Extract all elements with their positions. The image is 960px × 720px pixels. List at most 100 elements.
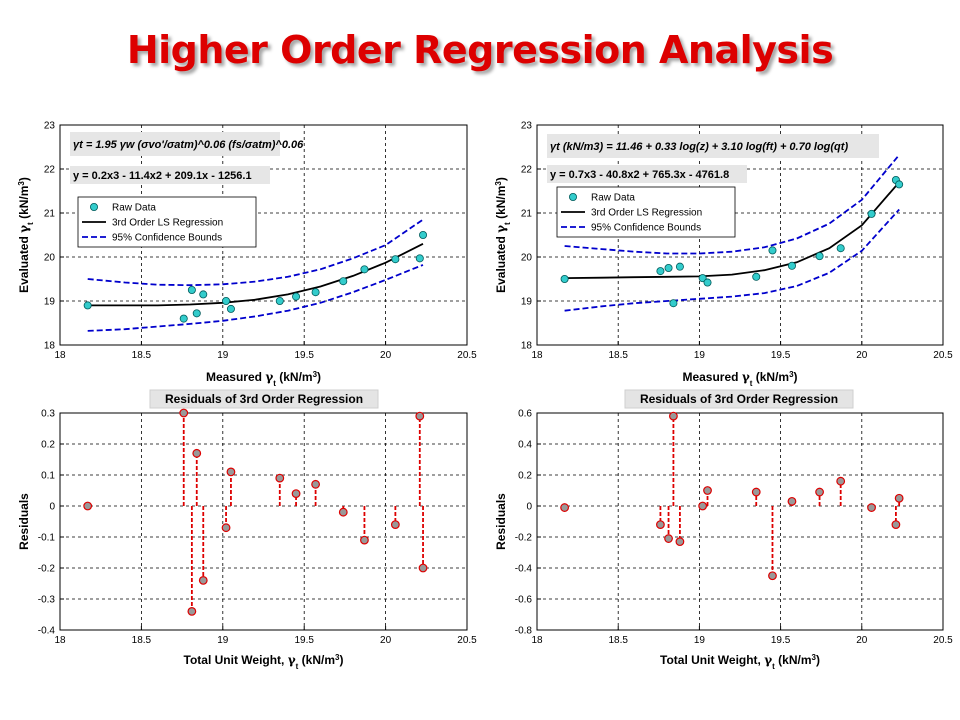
y-tick-label: 0.4 — [518, 440, 532, 451]
x-tick-label: 19 — [694, 350, 706, 361]
raw-data-point — [560, 274, 569, 283]
x-axis-label: Total Unit Weight, γt (kN/m3) — [184, 653, 344, 671]
residual-point — [656, 520, 665, 529]
raw-data-point — [675, 262, 684, 271]
raw-data-point — [83, 301, 92, 310]
residual-point — [311, 479, 320, 489]
y-tick-label: 22 — [44, 165, 56, 176]
x-tick-label: 19.5 — [771, 350, 791, 361]
chart-title: Residuals of 3rd Order Regression — [165, 392, 363, 406]
raw-data-point — [360, 265, 369, 274]
chart-tr: 18 18.5 19 19.5 20 20.5 18 19 20 21 22 23 Measured γ… — [494, 121, 954, 388]
confidence-bound-line — [87, 218, 424, 287]
residual-point — [192, 448, 202, 458]
residual-point — [83, 501, 93, 511]
x-tick-label: 20 — [856, 635, 868, 646]
raw-data-point — [179, 314, 188, 323]
y-tick-label: 20 — [44, 253, 56, 264]
residual-point — [867, 503, 876, 512]
chart-tl: 18 18.5 19 19.5 20 20.5 18 19 20 21 22 23 Measured γ… — [17, 121, 478, 388]
y-tick-label: 0 — [49, 502, 55, 513]
chart-title-box — [624, 389, 854, 409]
x-tick-label: 18.5 — [608, 635, 628, 646]
raw-data-point — [199, 290, 208, 299]
raw-data-point — [656, 267, 665, 276]
x-tick-label: 20 — [380, 635, 392, 646]
x-tick-label: 19.5 — [771, 635, 791, 646]
x-tick-label: 18 — [54, 350, 66, 361]
residual-point — [836, 476, 846, 486]
residual-point — [698, 501, 708, 511]
x-tick-label: 20.5 — [933, 350, 953, 361]
y-tick-label: -0.4 — [515, 564, 533, 575]
equation-box — [547, 134, 879, 158]
y-tick-label: -0.2 — [515, 533, 533, 544]
residual-point — [768, 571, 777, 581]
residual-point — [360, 535, 369, 545]
residual-point — [787, 496, 797, 506]
y-tick-label: 22 — [521, 165, 533, 176]
y-axis-label: Evaluated γt (kN/m3) — [494, 177, 512, 293]
y-axis-label: Residuals — [494, 493, 508, 550]
legend-label: 95% Confidence Bounds — [591, 223, 701, 234]
raw-data-point — [669, 299, 678, 308]
raw-data-point — [226, 304, 235, 313]
raw-data-point — [664, 263, 673, 272]
x-tick-label: 20 — [380, 350, 392, 361]
x-tick-label: 20.5 — [933, 635, 953, 646]
raw-data-point — [703, 278, 712, 287]
y-tick-label: -0.8 — [515, 626, 533, 637]
residual-point — [390, 520, 400, 529]
equation-box — [70, 166, 270, 184]
residual-point — [675, 537, 685, 547]
raw-data-point — [787, 261, 796, 270]
y-tick-label: 0.6 — [518, 409, 532, 420]
raw-data-point — [836, 244, 845, 253]
raw-data-point — [275, 296, 284, 305]
raw-data-point — [222, 296, 231, 305]
residual-point — [226, 467, 236, 477]
legend: Raw Data 3rd Order LS Regression 95% Confi… — [77, 196, 257, 248]
x-tick-label: 18.5 — [132, 350, 152, 361]
x-axis-label: Total Unit Weight, γt (kN/m3) — [660, 653, 820, 671]
residual-point — [751, 487, 761, 497]
residual-point — [894, 493, 904, 503]
x-tick-label: 19 — [694, 635, 706, 646]
x-tick-label: 19.5 — [294, 350, 314, 361]
legend-marker — [90, 202, 99, 211]
residual-point — [187, 607, 197, 616]
legend: Raw Data 3rd Order LS Regression 95% Confi… — [556, 186, 736, 238]
raw-data-point — [391, 255, 400, 264]
y-tick-label: 21 — [44, 209, 56, 220]
legend-label: Raw Data — [591, 193, 635, 204]
chart-title: Residuals of 3rd Order Regression — [640, 392, 838, 406]
legend-marker — [569, 192, 578, 201]
regression-line — [564, 181, 900, 279]
raw-data-point — [415, 254, 424, 263]
residual-point — [815, 487, 824, 497]
chart-title-box — [149, 389, 379, 409]
residual-point — [669, 411, 678, 421]
x-axis-label: Measured γt (kN/m3) — [682, 370, 797, 388]
legend-label: 3rd Order LS Regression — [591, 208, 702, 219]
confidence-bound-line — [564, 154, 900, 255]
x-tick-label: 20.5 — [457, 635, 477, 646]
x-tick-label: 18 — [531, 350, 543, 361]
raw-data-point — [339, 277, 348, 286]
legend-box — [77, 196, 257, 248]
raw-data-point — [895, 180, 904, 189]
equation-box — [70, 132, 280, 156]
x-tick-label: 18.5 — [132, 635, 152, 646]
y-tick-label: 0.2 — [518, 471, 532, 482]
legend-label: 95% Confidence Bounds — [112, 233, 222, 244]
x-tick-label: 18 — [531, 635, 543, 646]
x-tick-label: 20.5 — [457, 350, 477, 361]
plot-area — [536, 412, 944, 631]
residual-point — [338, 507, 348, 517]
residual-point — [275, 473, 285, 483]
residual-point — [703, 486, 712, 495]
residual-point — [415, 411, 425, 421]
confidence-bound-line — [564, 208, 900, 312]
x-tick-label: 20 — [856, 350, 868, 361]
y-tick-label: 23 — [521, 121, 533, 132]
